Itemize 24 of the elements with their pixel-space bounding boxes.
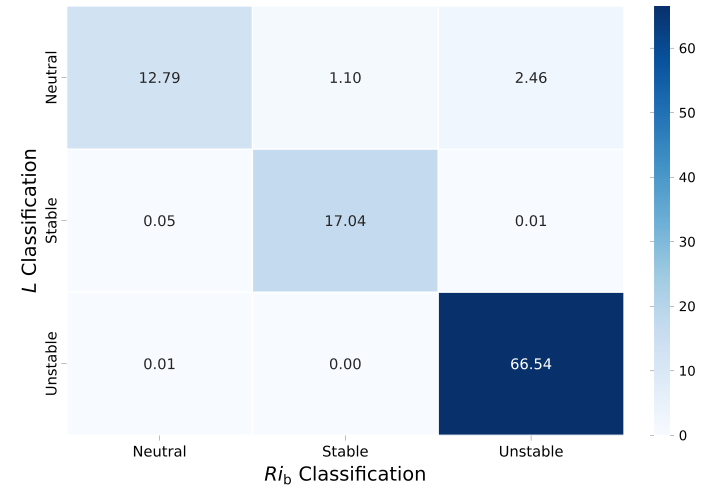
data-label: 2.46: [516, 72, 547, 84]
y-axis-title: L Classification: [21, 150, 36, 293]
data-label: 0.01: [516, 215, 546, 226]
color-bar-label: 40: [679, 172, 695, 182]
data-label: 0.05: [144, 215, 175, 226]
x-tick-label: Unstable: [500, 445, 563, 457]
x-tick-label: Neutral: [134, 445, 186, 457]
y-tick-label: Stable: [45, 198, 57, 243]
y-tick-label: Unstable: [45, 332, 57, 395]
data-label: 1.10: [330, 72, 361, 84]
color-bar-label: 10: [680, 366, 695, 376]
color-bar-label: 20: [680, 301, 695, 312]
x-tick-label: Stable: [323, 445, 368, 457]
data-label: 0.00: [330, 358, 361, 370]
data-label: 12.79: [140, 72, 180, 84]
color-bar-label: 30: [680, 236, 695, 247]
color-bar-label: 60: [680, 43, 695, 54]
data-label: 0.01: [144, 358, 175, 370]
color-bar-label: 50: [680, 108, 695, 118]
y-tick-label: Neutral: [45, 52, 57, 104]
data-label: 17.04: [326, 215, 366, 226]
data-label: 66.54: [511, 358, 552, 370]
color-bar-label: 0: [680, 430, 686, 440]
x-axis-title: Ri$_{b}$ Classification: [264, 466, 425, 484]
